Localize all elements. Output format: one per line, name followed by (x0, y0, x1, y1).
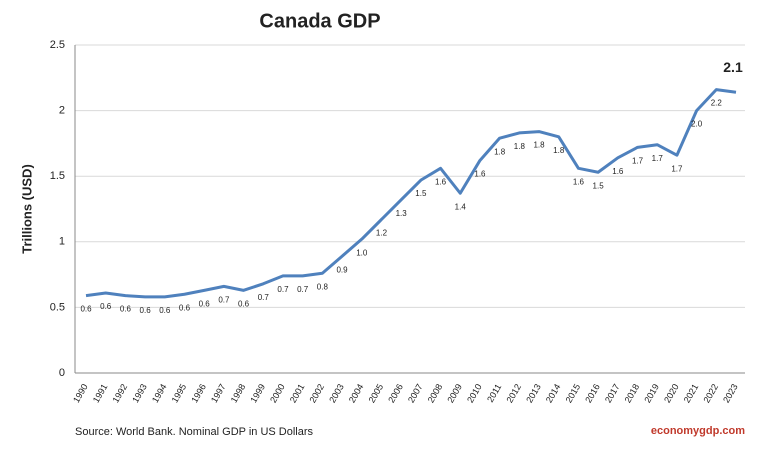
value-label: 0.6 (100, 302, 112, 311)
value-label: 1.5 (593, 181, 605, 190)
x-tick-label: 1995 (170, 382, 189, 404)
value-label: 1.3 (396, 209, 408, 218)
value-label: 0.6 (199, 299, 211, 308)
value-label: 0.9 (336, 265, 348, 274)
value-label: 2.2 (711, 99, 723, 108)
x-tick-label: 2002 (307, 382, 326, 404)
value-label: 0.6 (159, 306, 171, 315)
x-tick-label: 2011 (485, 382, 503, 404)
y-axis-label: Trillions (USD) (19, 164, 34, 254)
value-label: 1.8 (494, 147, 506, 156)
value-label: 0.6 (238, 299, 250, 308)
x-tick-label: 1991 (91, 382, 110, 404)
x-tick-label: 2005 (367, 382, 386, 404)
watermark: economygdp.com (651, 425, 745, 437)
value-label: 1.7 (652, 154, 664, 163)
x-tick-label: 2007 (406, 382, 425, 404)
x-tick-label: 2015 (564, 382, 583, 404)
x-tick-label: 2020 (662, 382, 681, 404)
value-label: 1.5 (415, 189, 427, 198)
value-label: 0.6 (140, 306, 152, 315)
x-tick-label: 1994 (150, 382, 169, 404)
value-label: 1.8 (533, 141, 545, 150)
x-tick-label: 2023 (721, 382, 740, 404)
value-label: 1.6 (573, 177, 585, 186)
x-tick-label: 1992 (111, 382, 130, 404)
value-label: 0.7 (218, 296, 230, 305)
x-tick-label: 2000 (268, 382, 287, 404)
value-label: 2.0 (691, 120, 703, 129)
y-tick-label: 0.5 (50, 301, 65, 313)
value-label: 0.7 (297, 285, 309, 294)
x-tick-label: 1998 (229, 382, 248, 404)
x-tick-label: 2013 (524, 382, 543, 404)
x-tick-label: 2008 (426, 382, 445, 404)
y-tick-label: 2 (59, 105, 65, 117)
y-tick-label: 1.5 (50, 170, 65, 182)
x-tick-label: 2003 (327, 382, 346, 404)
x-tick-label: 2012 (504, 382, 523, 404)
value-label: 1.0 (356, 248, 368, 257)
source-note: Source: World Bank. Nominal GDP in US Do… (75, 426, 314, 438)
x-tick-label: 1999 (248, 382, 267, 404)
x-tick-label: 2009 (445, 382, 464, 404)
value-label: 0.6 (120, 305, 132, 314)
x-tick-label: 1996 (189, 382, 208, 404)
x-tick-label: 2019 (642, 382, 661, 404)
value-label: 2.1 (723, 59, 743, 75)
x-tick-label: 1990 (71, 382, 90, 404)
x-tick-label: 2021 (682, 382, 701, 404)
value-label: 1.6 (474, 170, 486, 179)
x-tick-label: 2017 (603, 382, 622, 404)
value-label: 0.6 (80, 305, 92, 314)
x-tick-label: 1997 (209, 382, 228, 404)
value-label: 1.6 (612, 167, 624, 176)
y-tick-label: 2.5 (50, 39, 65, 51)
value-label: 1.4 (455, 202, 467, 211)
value-label: 0.7 (277, 285, 289, 294)
value-label: 0.8 (317, 282, 329, 291)
x-tick-label: 2022 (701, 382, 720, 404)
value-label: 0.7 (258, 293, 270, 302)
chart-title: Canada GDP (259, 10, 380, 32)
x-tick-label: 2004 (347, 382, 366, 404)
x-tick-label: 2006 (386, 382, 405, 404)
value-label: 1.7 (671, 164, 683, 173)
y-tick-label: 0 (59, 367, 65, 379)
value-label: 1.6 (435, 177, 447, 186)
x-tick-label: 2016 (583, 382, 602, 404)
value-label: 1.8 (553, 146, 565, 155)
x-tick-label: 2018 (623, 382, 642, 404)
y-tick-label: 1 (59, 236, 65, 248)
x-tick-label: 2001 (288, 382, 307, 404)
value-label: 1.7 (632, 156, 644, 165)
x-tick-label: 1993 (130, 382, 149, 404)
value-label: 0.6 (179, 303, 191, 312)
value-label: 1.2 (376, 229, 388, 238)
x-tick-label: 2014 (544, 382, 563, 404)
value-label: 1.8 (514, 142, 526, 151)
data-line (85, 88, 737, 299)
x-tick-label: 2010 (465, 382, 484, 404)
